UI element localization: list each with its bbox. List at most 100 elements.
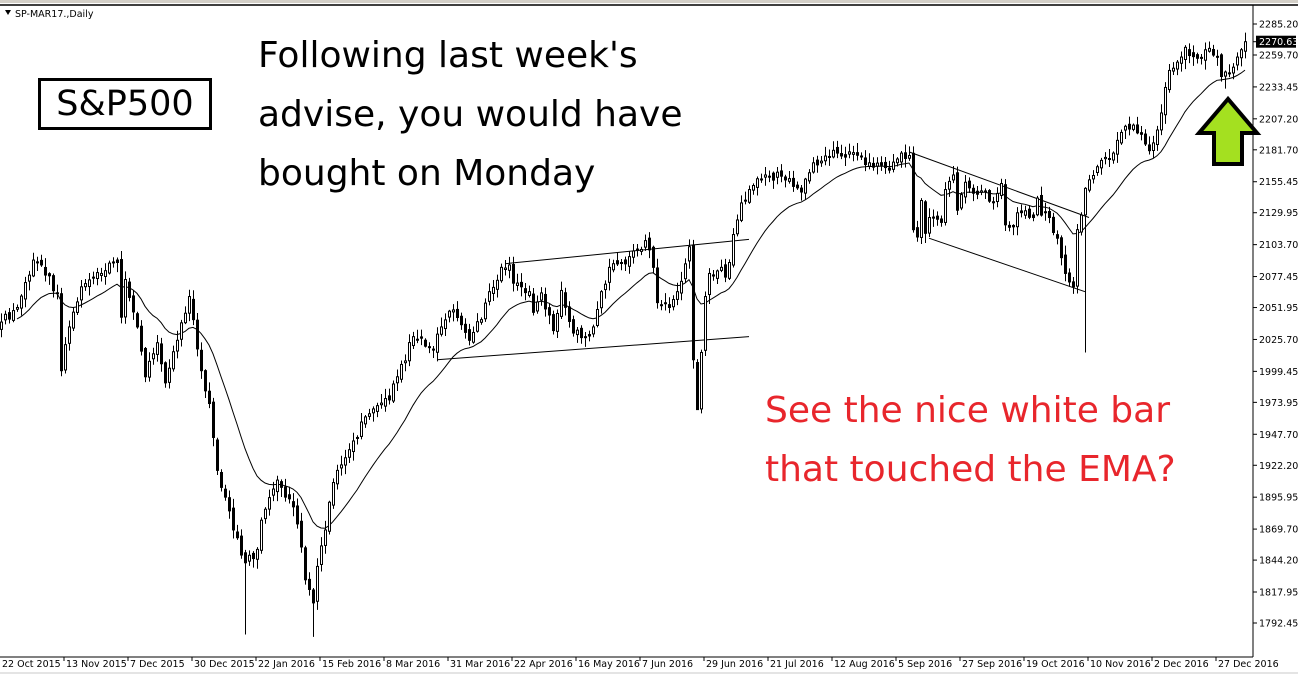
bullish-candle-body [556, 312, 559, 332]
bullish-candle-body [536, 301, 539, 312]
bearish-candle-body [128, 281, 131, 298]
candle [124, 271, 127, 324]
bullish-candle-body [152, 353, 155, 360]
candle [568, 301, 571, 328]
candle [604, 280, 607, 299]
candle [100, 267, 103, 282]
bearish-candle-body [656, 267, 659, 304]
bullish-candle-body [1152, 142, 1155, 151]
candle [576, 326, 579, 343]
bullish-candle-body [1084, 187, 1087, 216]
candle [144, 346, 147, 383]
candle [208, 382, 211, 409]
candle [1232, 63, 1235, 80]
candle [188, 289, 191, 322]
bullish-candle-body [1228, 72, 1231, 75]
candle [408, 334, 411, 367]
candle [1088, 174, 1091, 193]
bullish-candle-body [1104, 156, 1107, 160]
bullish-candle-body [112, 261, 115, 264]
candle [1184, 45, 1187, 70]
candle [200, 342, 203, 379]
candle [428, 342, 431, 354]
bearish-candle-body [932, 216, 935, 219]
trend-line[interactable] [928, 237, 1086, 293]
bullish-candle-body [172, 351, 175, 370]
candle [128, 277, 131, 302]
candle [812, 157, 815, 174]
candle [764, 167, 767, 186]
bullish-candle-body [812, 162, 815, 173]
price-tick-label: 1792.45 [1259, 619, 1298, 630]
candle [184, 306, 187, 325]
bullish-candle-body [332, 482, 335, 506]
bullish-candle-body [256, 548, 259, 560]
annotation-bottom: See the nice white bar that touched the … [765, 381, 1176, 499]
bullish-candle-body [1240, 49, 1243, 59]
candle [668, 297, 671, 314]
trend-line[interactable] [504, 238, 750, 265]
bearish-candle-body [984, 190, 987, 193]
candle [1112, 151, 1115, 164]
candle [840, 144, 843, 160]
candle [884, 157, 887, 174]
candle [284, 478, 287, 502]
bullish-candle-body [1112, 152, 1115, 161]
bullish-candle-body [396, 376, 399, 384]
candle [512, 256, 515, 292]
trend-line[interactable] [436, 336, 750, 361]
bearish-candle-body [912, 152, 915, 231]
bullish-candle-body [1172, 67, 1175, 72]
candle [688, 239, 691, 269]
bearish-candle-body [1192, 52, 1195, 58]
bullish-candle-body [708, 272, 711, 296]
symbol-header[interactable]: SP-MAR17.,Daily [5, 9, 94, 20]
bullish-candle-body [480, 319, 483, 323]
candle [596, 301, 599, 328]
time-tick-label: 10 Nov 2016 [1090, 659, 1151, 670]
bullish-candle-body [672, 299, 675, 308]
candle [528, 285, 531, 298]
candle [624, 256, 627, 271]
up-arrow-icon [1194, 95, 1262, 166]
bullish-candle-body [436, 333, 439, 353]
bullish-candle-body [952, 174, 955, 181]
bearish-candle-body [1068, 272, 1071, 283]
time-tick-label: 2 Dec 2016 [1154, 659, 1209, 670]
candle [732, 228, 735, 268]
candle [772, 171, 775, 189]
candle [1076, 224, 1079, 294]
price-tick-label: 2129.95 [1259, 208, 1298, 219]
bullish-candle-body [0, 321, 3, 330]
bullish-candle-body [604, 283, 607, 291]
candle [352, 432, 355, 461]
candle [172, 345, 175, 372]
bearish-candle-body [940, 218, 943, 223]
bullish-candle-body [72, 311, 75, 329]
dropdown-triangle-icon[interactable] [5, 10, 11, 15]
candle [64, 337, 67, 374]
bullish-candle-body [896, 158, 899, 164]
bullish-candle-body [324, 529, 327, 546]
candle [324, 520, 327, 554]
bullish-candle-body [248, 554, 251, 562]
trend-line[interactable] [908, 151, 1090, 218]
candle [464, 318, 467, 339]
bearish-candle-body [116, 259, 119, 264]
bullish-candle-body [88, 279, 91, 288]
candle [684, 258, 687, 283]
bullish-candle-body [720, 266, 723, 271]
time-tick-label: 15 Feb 2016 [322, 659, 381, 670]
bearish-candle-body [1136, 124, 1139, 134]
bearish-candle-body [240, 535, 243, 556]
candle [1160, 104, 1163, 136]
candle [636, 243, 639, 257]
bullish-candle-body [428, 346, 431, 349]
bullish-candle-body [484, 302, 487, 320]
bullish-candle-body [64, 344, 67, 371]
bullish-candle-body [352, 440, 355, 453]
candle [356, 435, 359, 445]
candle [488, 283, 491, 306]
candle [980, 184, 983, 196]
